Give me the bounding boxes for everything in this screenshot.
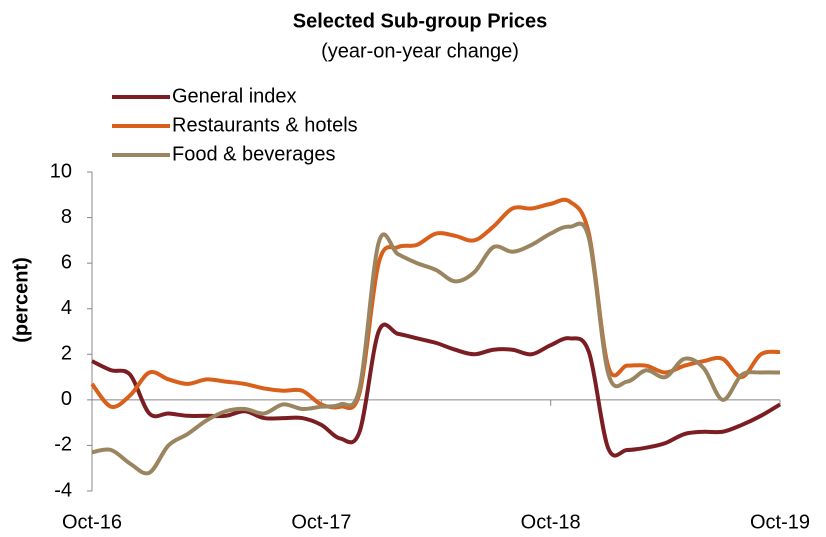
chart-subtitle: (year-on-year change) bbox=[321, 40, 519, 62]
y-tick-label: 0 bbox=[61, 388, 72, 410]
x-tick-label: Oct-18 bbox=[521, 511, 581, 533]
y-tick-label: 10 bbox=[50, 160, 72, 182]
legend-label: General index bbox=[172, 85, 297, 107]
legend-label: Food & beverages bbox=[172, 143, 335, 165]
chart-title: Selected Sub-group Prices bbox=[293, 10, 548, 32]
y-axis-label: (percent) bbox=[10, 257, 32, 343]
y-tick-label: 4 bbox=[61, 297, 72, 319]
y-tick-label: 8 bbox=[61, 206, 72, 228]
series-line bbox=[90, 197, 781, 411]
y-tick-label: -4 bbox=[54, 479, 72, 501]
x-tick-label: Oct-16 bbox=[62, 511, 122, 533]
y-tick-label: -2 bbox=[54, 434, 72, 456]
y-tick-label: 2 bbox=[61, 343, 72, 365]
x-tick-label: Oct-17 bbox=[291, 511, 351, 533]
legend-label: Restaurants & hotels bbox=[172, 114, 358, 136]
series-line bbox=[91, 221, 781, 476]
series-line bbox=[91, 322, 782, 458]
x-tick-label: Oct-19 bbox=[750, 511, 810, 533]
y-tick-label: 6 bbox=[61, 251, 72, 273]
